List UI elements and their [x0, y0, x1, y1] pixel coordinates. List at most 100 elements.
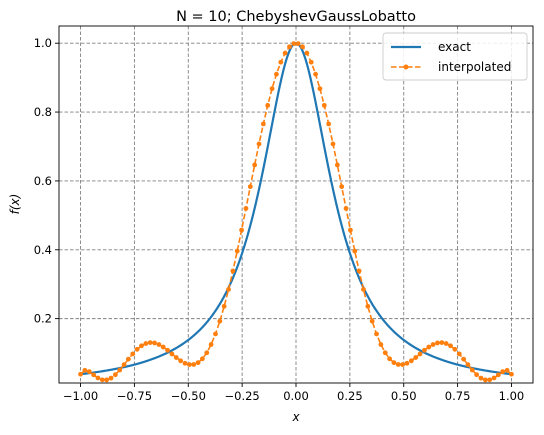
interpolated-point [474, 372, 480, 378]
y-tick-label: 0.8 [34, 105, 52, 119]
grid [59, 26, 533, 383]
interpolated-point [295, 41, 301, 47]
interpolated-point [465, 362, 471, 368]
interpolated-point [317, 86, 323, 92]
interpolated-point [221, 303, 227, 309]
interpolated-point [208, 342, 214, 347]
legend-interpolated-marker [403, 64, 409, 70]
x-tick-label: −1.00 [63, 389, 98, 403]
interpolated-point [448, 343, 453, 349]
interpolated-point [143, 341, 149, 346]
interpolated-point [496, 372, 501, 378]
interpolated-point [400, 362, 406, 367]
interpolated-point [339, 184, 345, 190]
interpolated-point [330, 141, 336, 147]
interpolated-point [313, 71, 318, 77]
interpolated-point [234, 248, 240, 254]
interpolated-point [352, 248, 358, 254]
interpolated-point [378, 342, 384, 347]
interpolated-point [226, 287, 231, 292]
x-tick-label: 0.25 [337, 389, 363, 403]
interpolated-point [417, 351, 423, 357]
interpolated-point [256, 141, 262, 147]
interpolated-point [304, 50, 310, 56]
interpolated-point [326, 121, 332, 127]
interpolated-point [243, 206, 249, 211]
interpolated-point [482, 377, 488, 383]
interpolated-point [291, 41, 297, 47]
interpolated-point [504, 367, 510, 373]
legend-box [382, 32, 528, 81]
interpolated-point [426, 344, 432, 350]
interpolated-point [269, 86, 275, 92]
x-tick-label: 0.00 [283, 389, 309, 403]
interpolated-point [152, 340, 157, 346]
interpolated-point [274, 71, 279, 77]
x-tick-label: 1.00 [499, 389, 525, 403]
interpolated-point [321, 102, 327, 108]
interpolated-point [369, 318, 375, 324]
chart-title: N = 10; ChebyshevGaussLobatto [176, 9, 416, 25]
interpolated-point [374, 331, 379, 337]
legend-exact-label: exact [438, 40, 471, 54]
interpolated-point [130, 351, 136, 357]
interpolated-point [195, 360, 201, 366]
y-axis-ticks: 0.2 0.4 0.6 0.8 1.0 [34, 36, 59, 326]
interpolated-point [134, 346, 140, 352]
interpolated-point [404, 360, 410, 366]
y-tick-label: 0.2 [34, 312, 52, 326]
legend: exact interpolated [382, 32, 528, 81]
x-tick-label: 0.50 [391, 389, 417, 403]
interpolated-point [308, 59, 314, 65]
legend-interpolated-label: interpolated [438, 60, 511, 74]
interpolated-point [278, 59, 284, 65]
interpolated-point [186, 362, 192, 367]
interpolated-point [139, 343, 144, 349]
y-tick-label: 0.6 [34, 174, 52, 188]
interpolated-point [182, 360, 188, 366]
interpolated-point [247, 184, 253, 190]
interpolated-point [361, 287, 366, 292]
interpolated-point [91, 372, 96, 378]
interpolated-point [456, 351, 462, 357]
interpolated-point [348, 227, 353, 233]
interpolated-point [487, 377, 493, 383]
interpolated-point [78, 371, 83, 377]
interpolated-point [491, 375, 497, 381]
x-tick-label: −0.75 [117, 389, 152, 403]
interpolated-point [108, 375, 114, 381]
interpolated-point [230, 268, 236, 274]
interpolated-point [200, 356, 205, 362]
interpolated-point [260, 121, 266, 127]
interpolated-point [430, 342, 436, 347]
interpolated-point [121, 362, 127, 368]
interpolated-point [252, 162, 258, 168]
interpolated-point [204, 350, 210, 356]
interpolated-point [452, 346, 458, 352]
interpolated-point [509, 371, 514, 377]
interpolated-point [126, 356, 131, 362]
interpolated-point [169, 351, 175, 357]
interpolated-point [365, 303, 371, 309]
interpolated-point [461, 356, 466, 362]
x-tick-label: −0.25 [225, 389, 260, 403]
y-axis-label-group: f(x) [8, 194, 22, 215]
interpolated-point [282, 50, 288, 56]
interpolated-point [478, 375, 484, 381]
interpolated-point [82, 367, 88, 373]
interpolated-point [500, 369, 506, 375]
interpolated-series [78, 41, 514, 383]
interpolated-point [382, 350, 388, 356]
interpolated-point [147, 340, 153, 345]
interpolated-point [443, 341, 449, 346]
y-tick-label: 0.4 [34, 243, 52, 257]
y-tick-label: 1.0 [34, 36, 52, 50]
interpolated-point [387, 356, 392, 362]
x-tick-label: −0.50 [171, 389, 206, 403]
interpolated-point [217, 318, 223, 324]
interpolated-point [112, 372, 118, 378]
interpolated-point [178, 358, 184, 364]
interpolated-point [265, 102, 271, 108]
interpolated-point [173, 355, 179, 360]
